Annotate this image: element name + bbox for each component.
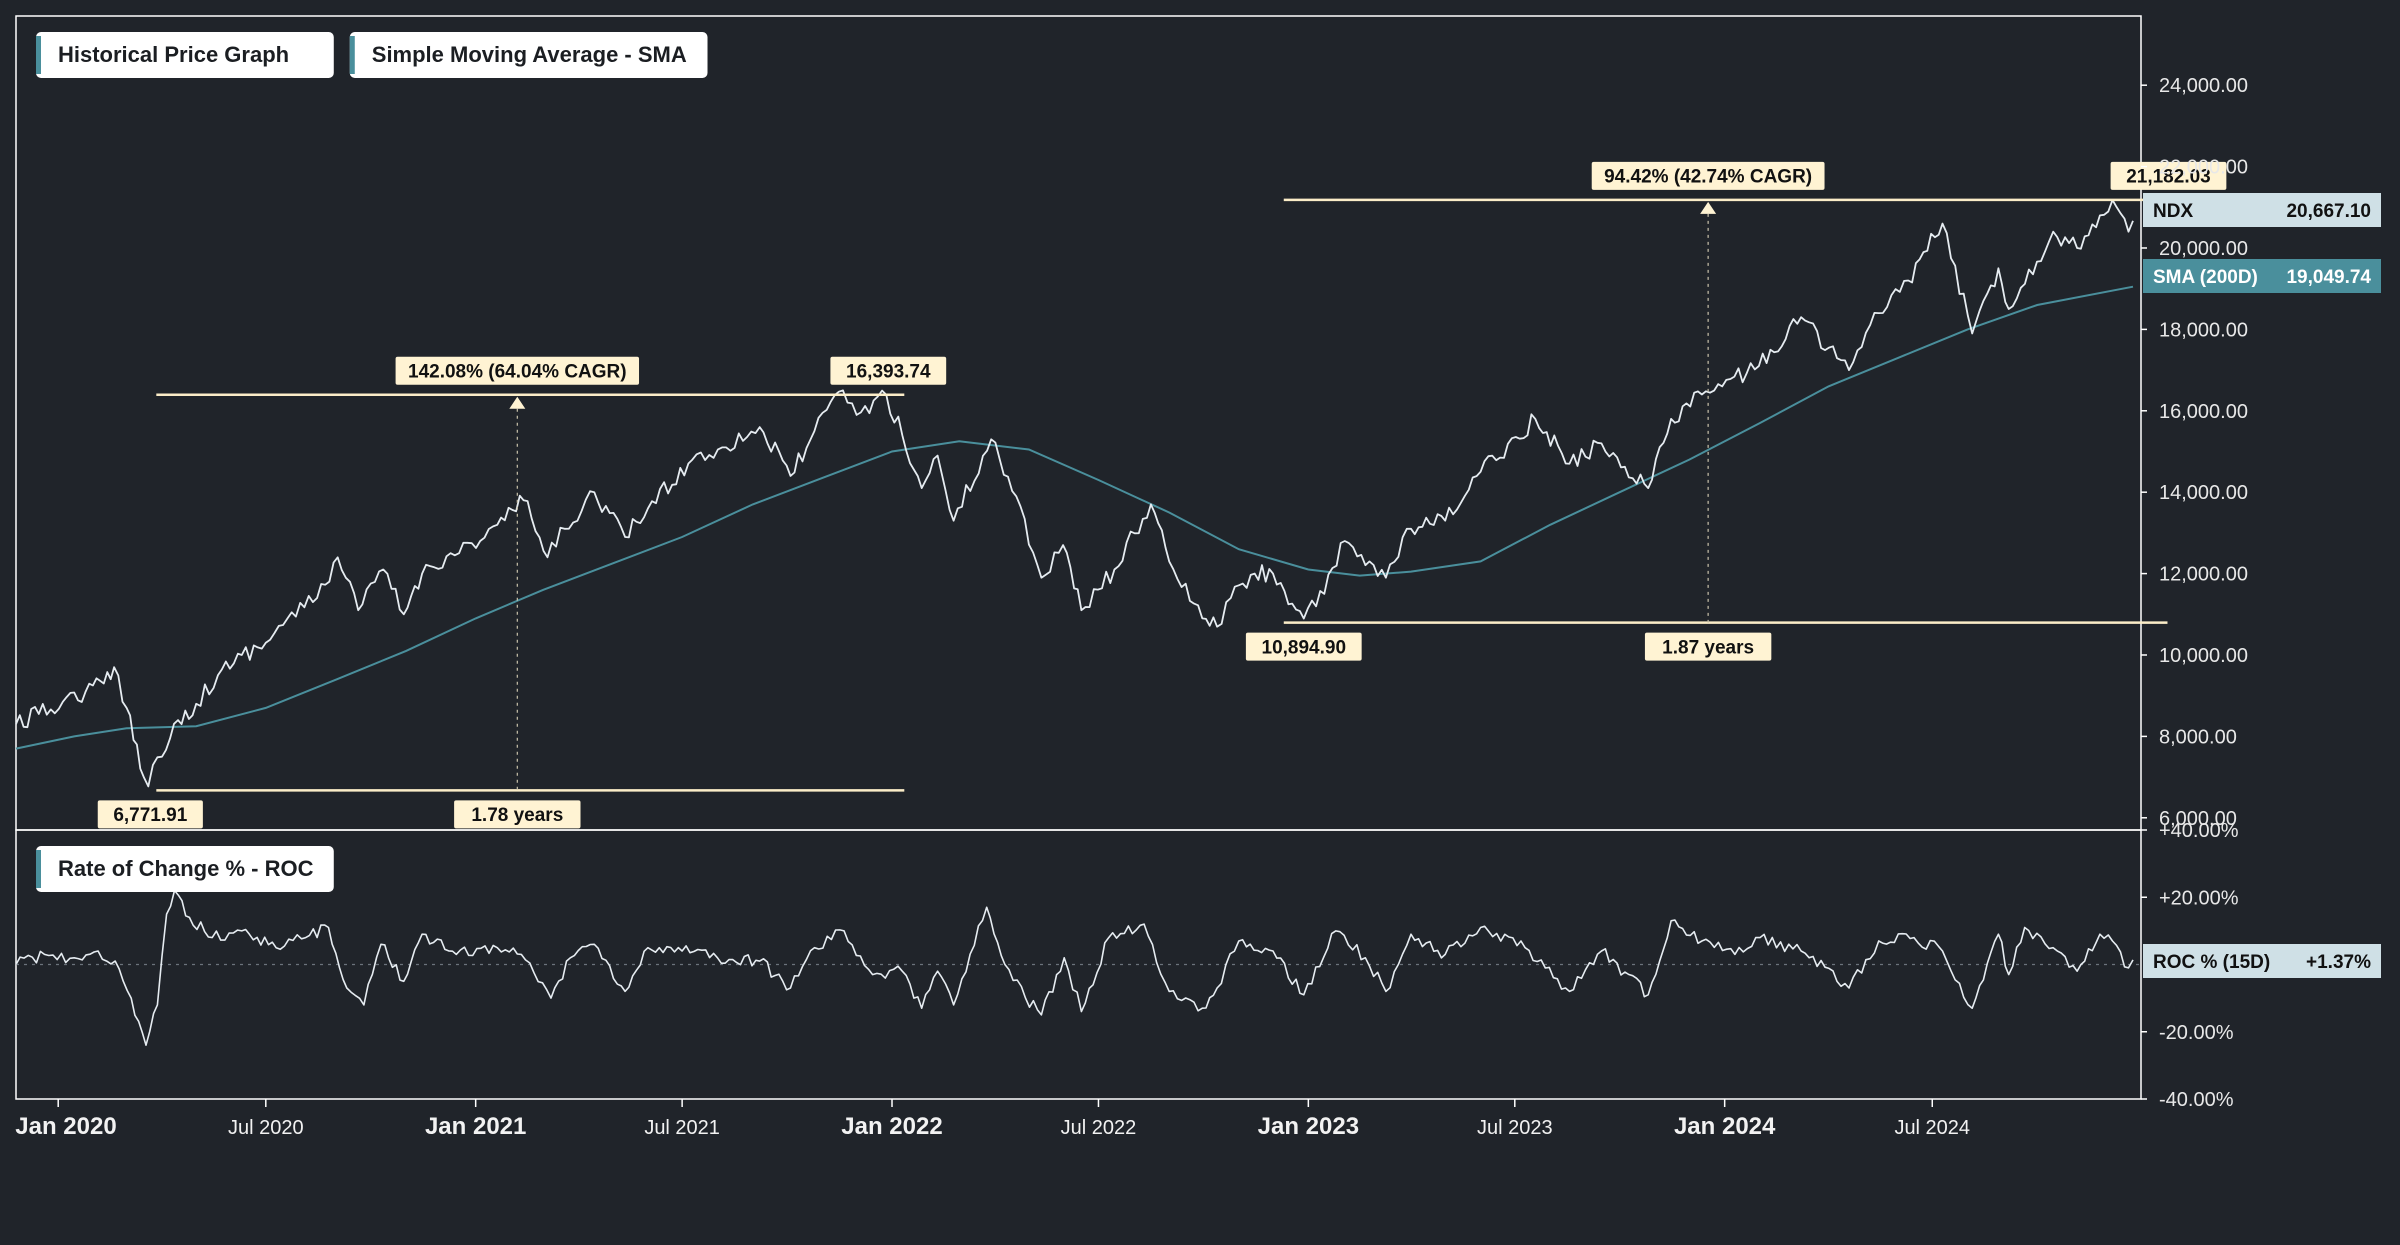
legend-historical-price-bg (36, 32, 334, 78)
roc-y-tick-label: +20.00% (2159, 887, 2239, 909)
price-y-tick-label: 16,000.00 (2159, 401, 2248, 423)
measure-high-label-1-text: 16,393.74 (846, 362, 931, 383)
legend-historical-price-accent (36, 36, 41, 74)
price-y-tick-label: 10,000.00 (2159, 645, 2248, 667)
roc-y-tick-label: -40.00% (2159, 1089, 2234, 1111)
x-tick-label: Jan 2021 (425, 1113, 526, 1140)
measure-duration-label-2: 1.87 years (1644, 632, 1772, 661)
measure-low-label-1-bg (97, 800, 203, 829)
measure-duration-label-2-text: 1.87 years (1662, 637, 1754, 658)
price-y-tick-label: 18,000.00 (2159, 319, 2248, 341)
price-y-tick-label: 20,000.00 (2159, 238, 2248, 260)
legend-roc-accent (36, 850, 41, 888)
sma-line (15, 285, 2134, 750)
ndx-value-badge-bg (2143, 193, 2381, 227)
roc-value-badge-name: ROC % (15D) (2153, 952, 2270, 973)
measure-low-label-2-bg (1245, 632, 1362, 661)
measure-change-label-2-bg (1591, 161, 1825, 190)
measure-low-label-2: 10,894.90 (1245, 632, 1362, 661)
legend-historical-price: Historical Price Graph (36, 32, 334, 78)
legend-sma-label: Simple Moving Average - SMA (372, 42, 687, 67)
measure-duration-label-1: 1.78 years (454, 800, 581, 829)
sma-value-badge: SMA (200D) 19,049.74 (2143, 259, 2381, 293)
roc-value-badge: ROC % (15D) +1.37% (2143, 944, 2381, 978)
price-y-tick-label: 12,000.00 (2159, 564, 2248, 586)
roc-value-badge-value: +1.37% (2306, 952, 2371, 973)
roc-y-tick-label: -20.00% (2159, 1022, 2234, 1044)
price-y-tick-label: 22,000.00 (2159, 157, 2248, 179)
legend-sma-bg (349, 32, 708, 78)
measure-duration-label-1-bg (454, 800, 581, 829)
x-tick-label: Jul 2024 (1894, 1117, 1970, 1139)
price-y-tick-label: 8,000.00 (2159, 726, 2237, 748)
measure-change-label-1-bg (395, 356, 640, 385)
measure-low-label-1: 6,771.91 (97, 800, 203, 829)
x-tick-label: Jul 2021 (644, 1117, 720, 1139)
legend-sma: Simple Moving Average - SMA (349, 32, 708, 78)
x-tick-label: Jan 2024 (1674, 1113, 1776, 1140)
measure-high-label-2-text: 21,182.03 (2126, 167, 2211, 188)
roc-line (15, 889, 2134, 1046)
legend-historical-price-label: Historical Price Graph (58, 42, 289, 67)
sma-value-badge-bg (2143, 259, 2381, 293)
roc-y-tick-label: +40.00% (2159, 820, 2239, 842)
legend-roc-bg (36, 846, 334, 892)
measure-high-label-1: 16,393.74 (830, 356, 947, 385)
measure-change-label-2: 94.42% (42.74% CAGR) (1591, 161, 1825, 190)
measure-high-label-1-bg (830, 356, 947, 385)
measure-high-label-2-bg (2110, 161, 2227, 190)
sma-value-badge-name: SMA (200D) (2153, 267, 2258, 288)
price-y-tick-label: 6,000.00 (2159, 808, 2237, 830)
measure-change-label-1: 142.08% (64.04% CAGR) (395, 356, 640, 385)
roc-panel-frame (15, 829, 2142, 1100)
price-y-tick-label: 24,000.00 (2159, 75, 2248, 97)
legend-roc-label: Rate of Change % - ROC (58, 856, 314, 881)
x-tick-label: Jul 2022 (1061, 1117, 1137, 1139)
x-tick-label: Jan 2022 (841, 1113, 942, 1140)
x-tick-label: Jul 2023 (1477, 1117, 1553, 1139)
measure-high-label-2: 21,182.03 (2110, 161, 2227, 190)
price-y-tick-label: 14,000.00 (2159, 482, 2248, 504)
measure-duration-label-1-text: 1.78 years (471, 805, 563, 826)
measure-duration-label-2-bg (1644, 632, 1772, 661)
price-panel-frame (15, 15, 2142, 831)
sma-value-badge-value: 19,049.74 (2286, 267, 2371, 288)
ndx-value-badge-name: NDX (2153, 201, 2193, 222)
measure-low-label-2-text: 10,894.90 (1262, 637, 1347, 658)
x-tick-label: Jan 2020 (15, 1113, 116, 1140)
ndx-value-badge: NDX 20,667.10 (2143, 193, 2381, 227)
measure-arrow-2 (1700, 201, 1717, 214)
measure-change-label-2-text: 94.42% (42.74% CAGR) (1604, 167, 1812, 188)
measure-low-label-1-text: 6,771.91 (113, 805, 187, 826)
x-tick-label: Jan 2023 (1258, 1113, 1359, 1140)
legend-sma-accent (349, 36, 355, 74)
x-tick-label: Jul 2020 (228, 1117, 304, 1139)
roc-value-badge-bg (2143, 944, 2381, 978)
ndx-price-line (15, 199, 2134, 788)
ndx-value-badge-value: 20,667.10 (2286, 201, 2371, 222)
legend-roc: Rate of Change % - ROC (36, 846, 334, 892)
measure-change-label-1-text: 142.08% (64.04% CAGR) (408, 362, 627, 383)
measure-arrow-1 (509, 396, 526, 409)
